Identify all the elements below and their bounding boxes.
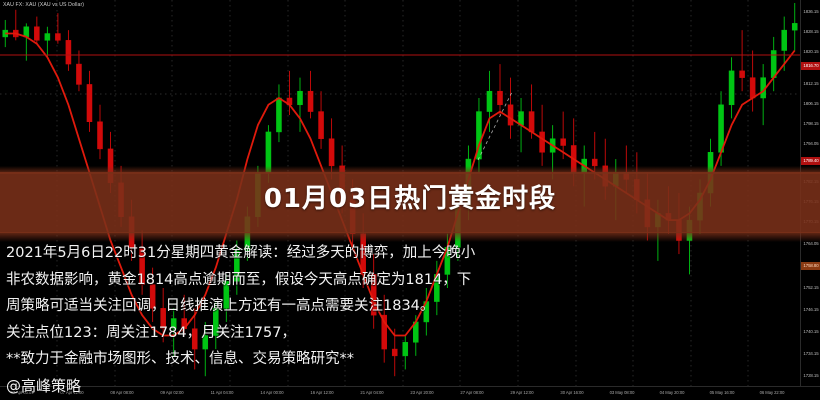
author-handle: @高峰策略 <box>6 376 82 395</box>
price-tick: 1820.15 <box>803 49 819 54</box>
page-title: 01月03日热门黄金时段 <box>263 184 557 214</box>
time-tick: 29 Apr 12:00 <box>510 390 534 395</box>
time-tick: 08 Apr 08:00 <box>110 390 134 395</box>
price-tick: 1794.05 <box>803 141 819 146</box>
price-tick: 1798.15 <box>803 121 819 126</box>
time-tick: 27 Apr 08:00 <box>460 390 484 395</box>
price-tick: 1728.15 <box>803 373 819 378</box>
banner-gradient-top <box>0 166 820 174</box>
article-line: 周策略可适当关注回调，日线推演上方还有一高点需要关注1834。 <box>6 298 435 314</box>
time-tick: 30 Apr 16:00 <box>560 390 584 395</box>
time-tick: 16 Apr 12:00 <box>310 390 334 395</box>
price-tick: 1828.15 <box>803 29 819 34</box>
price-tick: 1746.15 <box>803 307 819 312</box>
time-tick: 03 May 08:00 <box>609 390 635 395</box>
time-tick: 06 May 22:00 <box>759 390 785 395</box>
price-tick: 1836.15 <box>803 9 819 14</box>
article-line: 2021年5月6日22时31分星期四黄金解读：经过多天的博弈，加上今晚小 <box>6 245 476 261</box>
price-tick: 1789.40 <box>801 157 820 165</box>
article-line: 关注点位123：周关注1784，月关注1757， <box>6 324 296 341</box>
article-body: 2021年5月6日22时31分星期四黄金解读：经过多天的博弈，加上今晚小 非农数据… <box>6 240 706 398</box>
chart-symbol-label: XAU FX: XAU (XAU vs US Dollar) <box>3 2 85 8</box>
price-tick: 1740.15 <box>803 329 819 334</box>
time-tick: 04 May 20:00 <box>659 390 685 395</box>
time-tick: 07 Apr 00:01 <box>10 390 34 395</box>
price-tick: 1734.15 <box>803 351 819 356</box>
time-axis[interactable]: 07 Apr 00:01 07 Apr 12:00 08 Apr 08:00 09 A… <box>0 386 820 400</box>
banner-band <box>0 172 820 233</box>
time-tick: 09 Apr 02:00 <box>160 390 184 395</box>
price-tick: 1758.80 <box>801 262 820 270</box>
banner-gradient-bottom <box>0 232 820 242</box>
time-tick: 14 Apr 00:00 <box>260 390 284 395</box>
price-tick: 1806.15 <box>803 101 819 106</box>
price-tick: 1752.15 <box>803 285 819 290</box>
time-tick: 21 Apr 04:00 <box>360 390 384 395</box>
article-line: **致力于金融市场图形、技术、信息、交易策略研究** <box>6 351 354 367</box>
price-tick: 1816.70 <box>801 62 820 70</box>
time-tick: 05 May 16:00 <box>709 390 735 395</box>
price-tick: 1764.05 <box>803 241 819 246</box>
time-tick: 23 Apr 20:00 <box>410 390 434 395</box>
price-tick: 1812.15 <box>803 81 819 86</box>
article-line: 非农数据影响，黄金1814高点逾期而至，假设今天高点确定为1814，下 <box>6 271 472 288</box>
time-tick: 07 Apr 12:00 <box>60 390 84 395</box>
time-tick: 11 Apr 04:00 <box>210 390 234 395</box>
